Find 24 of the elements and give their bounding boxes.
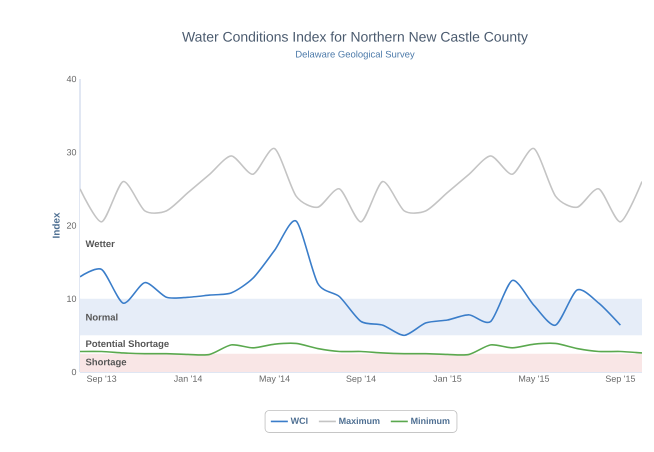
y-tick-label: 0	[72, 368, 76, 376]
line-series	[80, 148, 642, 223]
legend-label: Minimum	[411, 417, 450, 424]
band-label: Normal	[86, 314, 118, 321]
legend-label: Maximum	[339, 417, 380, 424]
band-label: Shortage	[86, 358, 126, 368]
line-series	[80, 220, 622, 336]
band-label: Wetter	[86, 240, 115, 248]
chart-title: Water Conditions Index for Northern New Castle County	[182, 31, 528, 44]
y-tick-label: 40	[66, 76, 76, 82]
x-tick-label: May '14	[260, 376, 290, 384]
legend-label: WCI	[290, 418, 308, 424]
x-tick-label: Sep '13	[86, 376, 116, 384]
y-tick-label: 20	[66, 222, 76, 229]
x-tick-label: May '15	[519, 376, 550, 384]
y-axis-title: Index	[52, 212, 60, 238]
chart-subtitle: Delaware Geological Survey	[296, 50, 415, 60]
band-label: Potential Shortage	[86, 340, 169, 349]
x-tick-label: Sep '15	[606, 376, 636, 384]
x-tick-label: Jan '15	[433, 376, 462, 382]
x-tick-label: Jan '14	[174, 376, 202, 382]
y-tick-label: 30	[66, 149, 76, 156]
y-tick-label: 10	[67, 296, 76, 302]
x-tick-label: Sep '14	[346, 376, 376, 384]
